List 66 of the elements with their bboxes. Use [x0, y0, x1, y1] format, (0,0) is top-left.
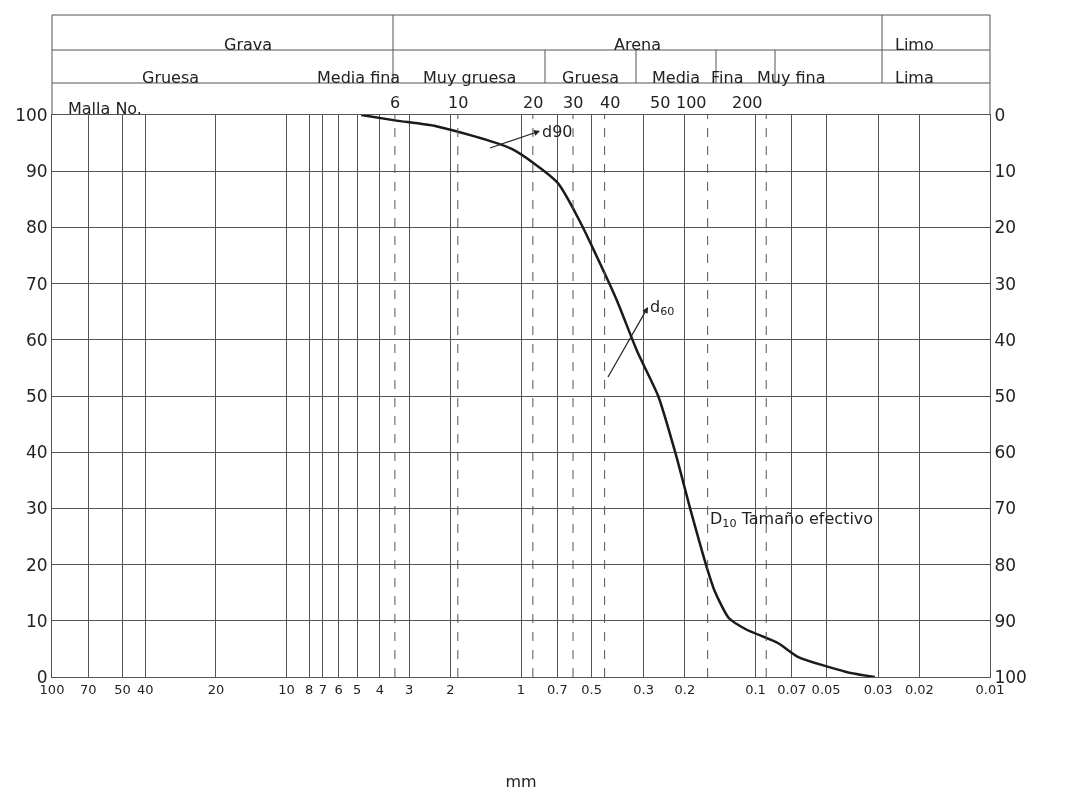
text: 40: [600, 93, 621, 112]
text: 200: [732, 93, 763, 112]
text: 50: [650, 93, 671, 112]
text: Gruesa: [142, 68, 200, 87]
y-tick-label: 50: [25, 385, 48, 406]
annotation: Malla No.: [68, 99, 142, 118]
y-tick-label: 70: [25, 273, 48, 294]
y2-tick-label: 40: [994, 329, 1017, 350]
x-tick-label: 7: [318, 681, 327, 697]
x-tick-label: 0.5: [581, 681, 602, 697]
y2-tick-label: 10: [994, 161, 1017, 182]
x-axis-title: mm: [505, 772, 537, 792]
text: Arena: [614, 35, 661, 54]
y-tick-label: 20: [25, 554, 48, 575]
text: Lima: [895, 68, 934, 87]
text: Fina: [711, 68, 744, 87]
x-tick-label: 3: [404, 681, 414, 697]
x-tick-label: 0.05: [811, 681, 841, 697]
text: Muy fina: [757, 68, 826, 87]
y2-tick-label: 60: [994, 442, 1017, 463]
text: Media: [652, 68, 701, 87]
x-tick-label: 1: [516, 681, 526, 697]
y-tick-label: 100: [15, 104, 48, 125]
x-tick-label: 0.7: [546, 681, 568, 697]
text: 20: [523, 93, 544, 112]
y-tick-label: 30: [25, 498, 48, 519]
x-tick-label: 0.01: [975, 681, 1005, 697]
x-tick-label: 50: [114, 681, 131, 697]
text: Gruesa: [562, 68, 620, 87]
text: 100: [676, 93, 707, 112]
y-tick-label: 40: [25, 442, 48, 463]
x-tick-label: 20: [207, 681, 225, 697]
x-tick-label: 100: [39, 681, 65, 697]
x-tick-label: 0.3: [633, 681, 654, 697]
x-tick-label: 6: [334, 681, 343, 697]
x-tick-label: 40: [137, 681, 154, 697]
y2-tick-label: 90: [994, 610, 1017, 631]
x-tick-label: 4: [375, 681, 384, 697]
x-tick-label: 8: [305, 681, 314, 697]
x-tick-label: 10: [278, 681, 295, 697]
text: Limo: [895, 35, 934, 54]
y-tick-label: 90: [25, 161, 48, 182]
text: 10: [448, 93, 469, 112]
x-tick-label: 5: [352, 681, 362, 697]
y-tick-label: 60: [25, 329, 48, 350]
annotation: d$_{60}$: [650, 297, 675, 319]
y2-tick-label: 30: [994, 273, 1017, 294]
text: Grava: [224, 35, 273, 54]
x-tick-label: 0.2: [674, 681, 696, 697]
x-tick-label: 70: [80, 681, 97, 697]
x-tick-label: 0.03: [863, 681, 893, 697]
y2-tick-label: 80: [994, 554, 1017, 575]
x-tick-label: 0.07: [777, 681, 807, 697]
x-tick-label: 0.1: [745, 681, 766, 697]
y2-tick-label: 0: [994, 104, 1006, 125]
x-tick-label: 0.02: [904, 681, 934, 697]
text: Media fina: [317, 68, 401, 87]
text: 6: [390, 93, 401, 112]
y2-tick-label: 20: [994, 217, 1017, 238]
text: 30: [563, 93, 584, 112]
text: Muy gruesa: [423, 68, 517, 87]
y-tick-label: 80: [25, 217, 48, 238]
y2-tick-label: 50: [994, 385, 1017, 406]
y-tick-label: 10: [25, 610, 48, 631]
x-tick-label: 2: [446, 681, 455, 697]
y2-tick-label: 70: [994, 498, 1017, 519]
